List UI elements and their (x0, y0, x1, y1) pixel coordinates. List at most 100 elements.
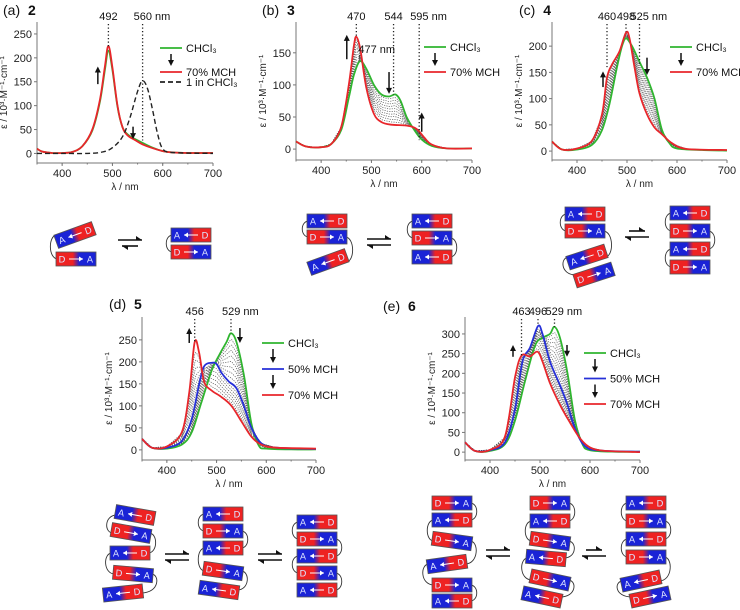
forward-arrow-head (639, 227, 645, 231)
donor-label: D (234, 511, 241, 521)
acceptor-label: A (701, 228, 708, 238)
arrow-left-icon (639, 500, 643, 506)
acceptor-label: A (570, 257, 580, 269)
y-tick-label: 0 (285, 144, 291, 156)
acceptor-label: A (443, 235, 450, 245)
donor-label: D (229, 588, 237, 599)
donor-label: D (443, 254, 450, 264)
donor-label: D (576, 275, 586, 287)
y-tick-label: 150 (273, 48, 291, 60)
legend-label: 50% MCH (610, 374, 660, 386)
acceptor-label: A (673, 210, 680, 220)
y-tick-label: 250 (14, 29, 32, 41)
arrow-left-icon (216, 511, 220, 517)
arrow-left-icon (321, 260, 327, 266)
peak-label: 560 nm (134, 11, 171, 23)
y-tick-label: 0 (454, 447, 460, 459)
reverse-arrow-head (367, 245, 373, 249)
x-tick-label: 700 (307, 465, 325, 477)
legend-label: CHCl₃ (186, 43, 217, 55)
donor-label: D (443, 218, 450, 228)
arrow-right-icon (649, 518, 653, 524)
x-tick-label: 600 (581, 465, 599, 477)
chart-panel-e: (e) 6 400 500 600 700 0 50 100 150 200 250 300 ε / 1… (383, 298, 660, 490)
y-tick-label: 150 (442, 388, 460, 400)
y-tick-label: 100 (529, 94, 547, 106)
up-arrow-icon-head (343, 34, 350, 41)
donor-label: D (435, 500, 442, 510)
peak-label: 544 (384, 11, 402, 23)
donor-label: D (673, 264, 680, 274)
acceptor-label: A (629, 536, 636, 546)
y-tick-label: 150 (14, 77, 32, 89)
donor-label: D (657, 536, 664, 546)
arrow-left-icon (683, 210, 687, 216)
donor-label: D (551, 596, 560, 607)
arrow-right-icon (693, 228, 697, 234)
chart-panel-c: (c) 4 400 500 600 700 0 50 100 150 200 ε / 10³·M⁻¹… (514, 2, 740, 190)
x-tick-label: 600 (257, 465, 275, 477)
molecule-stack: A DD AA DD AA D (197, 506, 249, 601)
series-curve-chcl3 (141, 332, 317, 451)
donor-label: D (463, 598, 470, 608)
y-tick-label: 150 (529, 67, 547, 79)
donor-label: D (434, 535, 442, 546)
arrow-right-icon (596, 271, 601, 277)
legend-label: CHCl₃ (610, 348, 641, 360)
arrow-right-icon (649, 554, 653, 560)
acceptor-label: A (463, 582, 470, 592)
intermediate-curve (295, 53, 471, 149)
acceptor-label: A (143, 571, 151, 582)
acceptor-label: A (234, 528, 241, 538)
acceptor-label: A (206, 545, 213, 555)
equilibrium-arrows-icon (367, 235, 391, 249)
peak-label: 470 (347, 11, 365, 23)
x-tick-label: 500 (103, 168, 121, 180)
y-tick-label: 250 (442, 349, 460, 361)
donor-label: D (463, 517, 470, 527)
x-tick-label: 500 (531, 465, 549, 477)
y-tick-label: 200 (529, 41, 547, 53)
panel-label: (b) 3 (262, 2, 295, 18)
up-arrow-icon-head (94, 66, 101, 73)
arrow-left-icon (535, 593, 540, 599)
peak-label: 456 (186, 306, 204, 318)
y-tick-label: 200 (14, 53, 32, 65)
down-arrow-icon-head (564, 350, 570, 357)
y-axis-label: ε / 10³·M⁻¹·cm⁻¹ (104, 351, 115, 424)
acceptor-label: A (141, 531, 150, 542)
acceptor-label: A (87, 256, 94, 266)
arrow-left-icon (123, 550, 127, 556)
forward-arrow-head (385, 235, 391, 239)
arrow-left-icon (539, 555, 544, 561)
intermediate-curve (141, 370, 316, 450)
acceptor-label: A (300, 587, 307, 597)
dye-block-acceptor-donor: AD (53, 221, 97, 249)
series-curve-mch70 (36, 44, 213, 155)
equilibrium-arrows-icon (165, 550, 189, 564)
y-axis-label: ε / 10³·M⁻¹·cm⁻¹ (427, 351, 438, 424)
x-tick-label: 700 (204, 168, 222, 180)
reverse-arrow-head (258, 560, 264, 564)
acceptor-label: A (415, 254, 422, 264)
intermediate-curve (295, 39, 471, 149)
dye-block-acceptor-donor: AD (306, 248, 350, 276)
up-arrow-icon-head (186, 328, 193, 334)
intermediate-curve (295, 51, 471, 149)
